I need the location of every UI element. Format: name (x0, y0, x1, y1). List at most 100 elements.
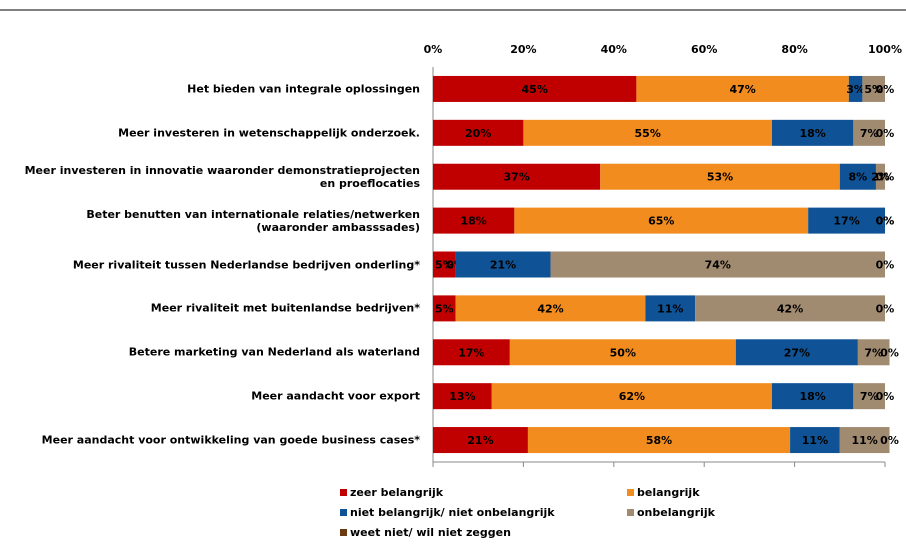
category-label: Meer aandacht voor ontwikkeling van goed… (41, 433, 420, 447)
bar-segment (735, 339, 858, 366)
bar-segment (790, 427, 840, 454)
data-label: 18% (800, 127, 826, 140)
x-tick-label: 20% (510, 43, 536, 56)
legend-swatch (627, 489, 634, 496)
data-label: 11% (851, 434, 877, 447)
data-label: 50% (610, 346, 636, 359)
category-label: Meer rivaliteit tussen Nederlandse bedri… (72, 258, 420, 271)
data-label: 18% (461, 215, 487, 228)
data-label: 3% (846, 83, 865, 96)
bar-segment (433, 339, 510, 366)
data-label: 62% (619, 390, 645, 403)
data-label: 42% (777, 302, 803, 315)
bar-segment (514, 207, 809, 234)
data-label: 17% (458, 346, 484, 359)
bar-segment (772, 119, 854, 146)
legend-swatch (340, 509, 347, 516)
bar-segment (433, 75, 637, 102)
bar-segment (853, 383, 885, 410)
data-label: 5% (435, 259, 454, 272)
data-label: 0% (876, 127, 895, 140)
bar-segment (455, 295, 646, 322)
bar-segment (862, 75, 885, 102)
bar-segment (491, 383, 772, 410)
bar-segment (433, 251, 456, 278)
data-label: 0% (876, 215, 895, 228)
data-label: 20% (465, 127, 491, 140)
data-label: 18% (800, 390, 826, 403)
category-label: Meer rivaliteit met buitenlandse bedrijv… (150, 301, 420, 315)
data-label: 0% (876, 302, 895, 315)
category-label: Betere marketing van Nederland als water… (128, 345, 420, 359)
data-label: 11% (657, 302, 683, 315)
bar-segment (636, 75, 849, 102)
bar-segment (839, 163, 876, 190)
bar-segment (455, 251, 551, 278)
bar-segment (433, 207, 515, 234)
data-label: 74% (705, 259, 731, 272)
category-label: Beter benutten van internationale relati… (86, 207, 420, 234)
data-label: 27% (784, 346, 810, 359)
data-label: 13% (449, 390, 475, 403)
bar-segment (509, 339, 736, 366)
bar-segment (808, 207, 885, 234)
x-tick-label: 100% (868, 43, 902, 56)
data-label: 8% (849, 171, 868, 184)
category-label: Meer aandacht voor export (251, 389, 420, 403)
data-label: 21% (490, 259, 516, 272)
bar-segment (857, 339, 890, 366)
category-label: Het bieden van integrale oplossingen (187, 82, 420, 96)
data-label: 58% (646, 434, 672, 447)
legend-label: onbelangrijk (637, 506, 716, 519)
data-label: 0% (880, 434, 899, 447)
bar-segment (433, 163, 601, 190)
category-label: Meer investeren in wetenschappelijk onde… (118, 126, 420, 140)
data-label: 0% (876, 390, 895, 403)
data-label: 21% (467, 434, 493, 447)
bar-segment (600, 163, 840, 190)
x-tick-label: 40% (601, 43, 627, 56)
data-label: 7% (864, 346, 883, 359)
x-tick-label: 0% (424, 43, 443, 56)
bar-segment (433, 427, 528, 454)
legend-label: zeer belangrijk (350, 486, 444, 499)
bar-segment (433, 295, 456, 322)
data-label: 65% (648, 215, 674, 228)
category-label: Meer investeren in innovatie waaronder d… (24, 163, 420, 190)
data-label: 0% (876, 83, 895, 96)
data-label: 5% (435, 302, 454, 315)
data-label: 7% (860, 127, 879, 140)
data-label: 55% (635, 127, 661, 140)
data-label: 45% (522, 83, 548, 96)
bar-segment (839, 427, 890, 454)
data-label: 0% (876, 259, 895, 272)
data-label: 42% (537, 302, 563, 315)
data-label: 5% (864, 83, 883, 96)
data-label: 0% (880, 346, 899, 359)
legend-label: niet belangrijk/ niet onbelangrijk (350, 506, 555, 519)
bar-segment (550, 251, 885, 278)
data-label: 0% (876, 171, 895, 184)
bar-segment (695, 295, 885, 322)
bar-segment (523, 119, 772, 146)
data-label: 2% (871, 171, 890, 184)
bar-segment (433, 383, 492, 410)
legend-swatch (340, 489, 347, 496)
x-tick-label: 80% (781, 43, 807, 56)
data-label: 17% (833, 215, 859, 228)
bar-segment (848, 75, 863, 102)
data-label: 11% (802, 434, 828, 447)
data-label: 47% (729, 83, 755, 96)
bar-segment (433, 119, 524, 146)
data-label: 37% (503, 171, 529, 184)
data-label: 53% (707, 171, 733, 184)
bar-segment (875, 163, 885, 190)
bar-segment (853, 119, 885, 146)
bar-segment (772, 383, 854, 410)
legend-swatch (340, 529, 347, 536)
legend-swatch (627, 509, 634, 516)
data-label: 7% (860, 390, 879, 403)
legend-label: belangrijk (637, 486, 700, 499)
